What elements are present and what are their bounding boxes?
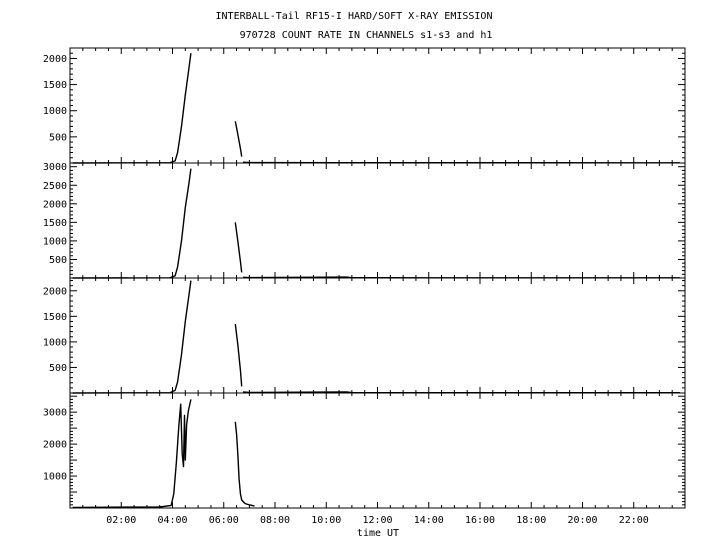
x-tick-label: 06:00 bbox=[209, 515, 239, 526]
x-tick-label: 08:00 bbox=[260, 515, 290, 526]
y-tick-label: 2500 bbox=[43, 181, 67, 192]
series-line-s3-1 bbox=[234, 323, 243, 387]
y-tick-label: 1000 bbox=[43, 236, 67, 247]
panel-s1: 500 1000 1500 2000 bbox=[43, 47, 686, 164]
x-tick-label: 22:00 bbox=[619, 515, 649, 526]
panel-frame-s1 bbox=[69, 47, 686, 164]
x-tick-label: 12:00 bbox=[362, 515, 392, 526]
panel-s2: 500 1000 1500 2000 2500 3000 bbox=[43, 162, 686, 279]
y-tick-label: 2000 bbox=[43, 54, 67, 65]
y-tick-label: 1000 bbox=[43, 337, 67, 348]
y-tick-label: 2000 bbox=[43, 286, 67, 297]
y-tick-label: 1500 bbox=[43, 218, 67, 229]
panel-h1: 1000 2000 3000 bbox=[43, 392, 686, 509]
chart-title: INTERBALL-Tail RF15-I HARD/SOFT X-RAY EM… bbox=[216, 11, 493, 22]
x-axis-label: time UT bbox=[357, 528, 399, 539]
series-line-s2-1 bbox=[234, 222, 243, 273]
panel-frame-s2 bbox=[69, 162, 686, 279]
x-tick-label: 16:00 bbox=[465, 515, 495, 526]
x-axis: 02:00 04:00 06:00 08:00 10:00 12:00 14:00 16:00… bbox=[106, 515, 649, 526]
y-tick-label: 1000 bbox=[43, 472, 67, 483]
chart-subtitle: 970728 COUNT RATE IN CHANNELS s1-s3 and … bbox=[240, 30, 493, 41]
series-line-h1-1 bbox=[234, 421, 255, 507]
y-tick-label: 3000 bbox=[43, 408, 67, 419]
y-tick-label: 500 bbox=[49, 132, 67, 143]
x-tick-label: 10:00 bbox=[311, 515, 341, 526]
series-line-s3-0 bbox=[72, 280, 192, 394]
y-tick-label: 1500 bbox=[43, 80, 67, 91]
x-tick-label: 14:00 bbox=[414, 515, 444, 526]
series-line-s1-0 bbox=[72, 53, 192, 164]
x-tick-label: 20:00 bbox=[567, 515, 597, 526]
y-tick-label: 3000 bbox=[43, 162, 67, 173]
y-tick-label: 500 bbox=[49, 363, 67, 374]
series-line-s2-0 bbox=[72, 168, 192, 279]
panel-s3: 500 1000 1500 2000 bbox=[43, 277, 686, 394]
panels-group: 5001000150020005001000150020002500300050… bbox=[43, 47, 686, 509]
x-tick-label: 18:00 bbox=[516, 515, 546, 526]
y-tick-label: 500 bbox=[49, 255, 67, 266]
x-tick-label: 02:00 bbox=[106, 515, 136, 526]
y-tick-label: 2000 bbox=[43, 199, 67, 210]
series-line-h1-0 bbox=[72, 399, 192, 509]
series-line-s1-1 bbox=[234, 121, 243, 157]
x-tick-label: 04:00 bbox=[157, 515, 187, 526]
y-tick-label: 1000 bbox=[43, 106, 67, 117]
panel-frame-s3 bbox=[69, 277, 686, 394]
panel-frame-h1 bbox=[69, 392, 686, 509]
y-tick-label: 1500 bbox=[43, 312, 67, 323]
y-tick-label: 2000 bbox=[43, 440, 67, 451]
